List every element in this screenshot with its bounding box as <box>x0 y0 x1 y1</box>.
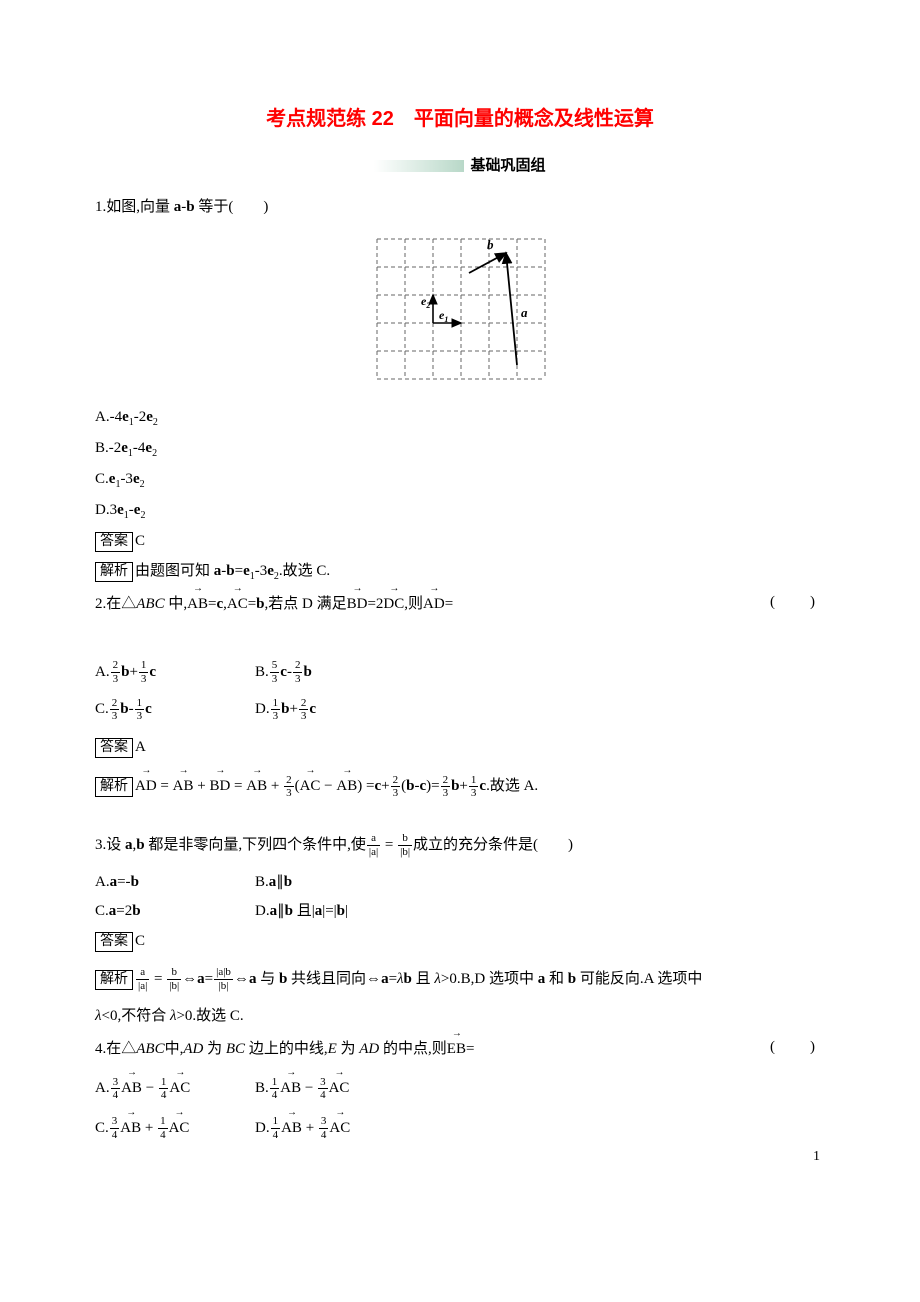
svg-text:a: a <box>521 305 528 320</box>
explain-label: 解析 <box>95 970 133 990</box>
q4-m5: 的中点,则 <box>379 1041 447 1057</box>
vec-AB: AB <box>187 588 208 619</box>
q2-explain-tail: 故选 A. <box>490 778 538 794</box>
svg-text:b: b <box>487 237 494 252</box>
vector-diagram-svg: e1 e2 a b <box>365 227 555 382</box>
q4-optA: A.34AB − 14AC <box>95 1072 255 1103</box>
q2-explain: 解析AD = AB + BD = AB + 23(AC − AB) =c+23(… <box>95 770 825 801</box>
q3-optD: D.a∥b 且|a|=|b| <box>255 897 348 926</box>
section-gradient <box>374 160 464 172</box>
q4-stem: 4.在△ABC中,AD 为 BC 边上的中线,E 为 AD 的中点,则EB= (… <box>95 1033 825 1064</box>
svg-text:e1: e1 <box>439 308 448 324</box>
q4-abc: ABC <box>136 1041 164 1057</box>
q1-stem-suffix: 等于( ) <box>195 199 269 215</box>
q4-m2: 为 <box>203 1041 226 1057</box>
q3-row1: A.a=-b B.a∥b <box>95 868 825 897</box>
section-header: 基础巩固组 <box>95 152 825 181</box>
q1-stem: 1.如图,向量 a-b 等于( ) <box>95 193 825 222</box>
q1-stem-prefix: 1.如图,向量 <box>95 199 174 215</box>
explain-label: 解析 <box>95 777 133 797</box>
q2-end: 则 <box>408 596 423 612</box>
q1-optA: A.-4e1-2e2 <box>95 403 825 432</box>
q3-explain: 解析a|a| = b|b|⇔a=|a|b|b|⇔a 与 b 共线且同向⇔a=λb… <box>95 965 825 994</box>
q3-answer: 答案C <box>95 927 825 956</box>
q1-answer: 答案C <box>95 527 825 556</box>
q2-stem: 2.在△ABC 中,AB=c,AC=b,若点 D 满足BD=2DC,则AD= (… <box>95 588 825 619</box>
section-label: 基础巩固组 <box>470 152 545 181</box>
q4-row1: A.34AB − 14AC B.14AB − 34AC <box>95 1072 825 1103</box>
q4-ad: AD <box>183 1041 203 1057</box>
vec-AD: AD <box>423 588 445 619</box>
answer-label: 答案 <box>95 738 133 758</box>
page-number: 1 <box>813 1144 820 1171</box>
vec-DC: DC <box>383 588 404 619</box>
q1-answer-value: C <box>135 533 145 549</box>
vec-AC: AC <box>227 588 248 619</box>
q2-answer: 答案A <box>95 733 825 762</box>
q3-optB: B.a∥b <box>255 868 292 897</box>
q4-m4: 为 <box>337 1041 360 1057</box>
q4-optC: C.34AB + 14AC <box>95 1112 255 1143</box>
q3-pre: 3.设 a,b 都是非零向量,下列四个条件中,使 <box>95 837 366 853</box>
explain-label: 解析 <box>95 562 133 582</box>
q1-optC: C.e1-3e2 <box>95 465 825 494</box>
answer-label: 答案 <box>95 532 133 552</box>
vec-BD: BD <box>347 588 368 619</box>
q2-mid: 中, <box>168 596 187 612</box>
page-title: 考点规范练 22 平面向量的概念及线性运算 <box>95 100 825 138</box>
svg-text:e2: e2 <box>421 294 430 310</box>
q2-row2: C.23b-13c D.13b+23c <box>95 695 825 724</box>
q1-optB: B.-2e1-4e2 <box>95 434 825 463</box>
q3-row2: C.a=2b D.a∥b 且|a|=|b| <box>95 897 825 926</box>
paren-blank: ( ) <box>770 1033 825 1062</box>
q2-d: 若点 D 满足 <box>268 596 346 612</box>
q4-m3: 边上的中线, <box>245 1041 328 1057</box>
q2-optC: C.23b-13c <box>95 695 255 724</box>
q1-figure: e1 e2 a b <box>95 227 825 393</box>
q2-optA: A.23b+13c <box>95 658 255 687</box>
paren-blank: ( ) <box>770 588 825 617</box>
q2-optD: D.13b+23c <box>255 695 316 724</box>
q2-abc: ABC <box>136 596 164 612</box>
q4-ad2: AD <box>359 1041 379 1057</box>
q2-row1: A.23b+13c B.53c-23b <box>95 658 825 687</box>
vector-a: a <box>174 199 182 215</box>
q2-answer-value: A <box>135 739 146 755</box>
q3-post: 成立的充分条件是( ) <box>413 837 573 853</box>
q4-bc: BC <box>226 1041 245 1057</box>
q4-pre: 4.在△ <box>95 1041 136 1057</box>
q3-optA: A.a=-b <box>95 868 255 897</box>
q3-explain-mid: ⇔a 与 b 共线且同向⇔a=λb 且 λ>0.B,D 选项中 a 和 b 可能… <box>234 971 702 987</box>
q1-optD: D.3e1-e2 <box>95 496 825 525</box>
answer-label: 答案 <box>95 932 133 952</box>
q3-answer-value: C <box>135 933 145 949</box>
q4-e: E <box>328 1041 337 1057</box>
q4-m1: 中, <box>165 1041 184 1057</box>
q4-optB: B.14AB − 34AC <box>255 1072 349 1103</box>
q4-optD: D.14AB + 34AC <box>255 1112 350 1143</box>
vector-b: b <box>186 199 194 215</box>
q2-optB: B.53c-23b <box>255 658 312 687</box>
q4-row2: C.34AB + 14AC D.14AB + 34AC <box>95 1112 825 1143</box>
q3-optC: C.a=2b <box>95 897 255 926</box>
vec-EB: EB <box>447 1033 466 1064</box>
q3-stem: 3.设 a,b 都是非零向量,下列四个条件中,使a|a| = b|b|成立的充分… <box>95 831 825 860</box>
q2-pre: 2.在△ <box>95 596 136 612</box>
